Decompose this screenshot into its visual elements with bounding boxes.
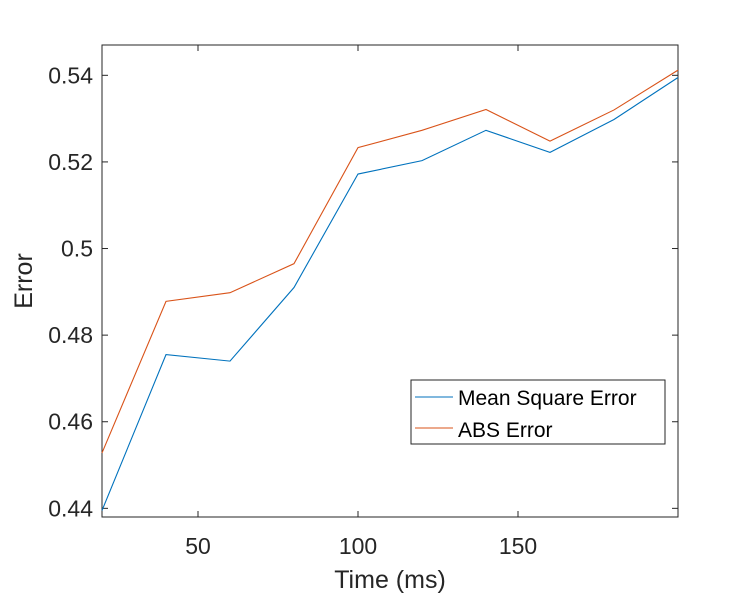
y-tick-label: 0.52 [48, 149, 93, 175]
y-axis-label: Error [10, 253, 38, 309]
ticks-layer: 50 100 150 0.44 0.46 0.48 0.5 0.52 0.54 [48, 45, 678, 559]
x-tick-label: 150 [499, 533, 537, 559]
legend-box [410, 379, 666, 445]
y-tick-label: 0.44 [48, 495, 93, 521]
x-tick-label: 100 [339, 533, 377, 559]
y-tick-label: 0.54 [48, 62, 93, 88]
legend-label-abs-error: ABS Error [458, 419, 553, 442]
x-axis-label: Time (ms) [334, 566, 446, 594]
plot-area [101, 44, 679, 518]
series-line-mean-square-error [101, 77, 679, 511]
legend: Mean Square Error ABS Error [410, 379, 666, 445]
y-tick-label: 0.46 [48, 409, 93, 435]
y-tick-label: 0.48 [48, 322, 93, 348]
series-line-abs-error [101, 69, 679, 454]
y-tick-label: 0.5 [61, 236, 93, 262]
legend-label-mean-square-error: Mean Square Error [458, 387, 637, 410]
series-layer [101, 69, 679, 511]
x-tick-label: 50 [185, 533, 211, 559]
